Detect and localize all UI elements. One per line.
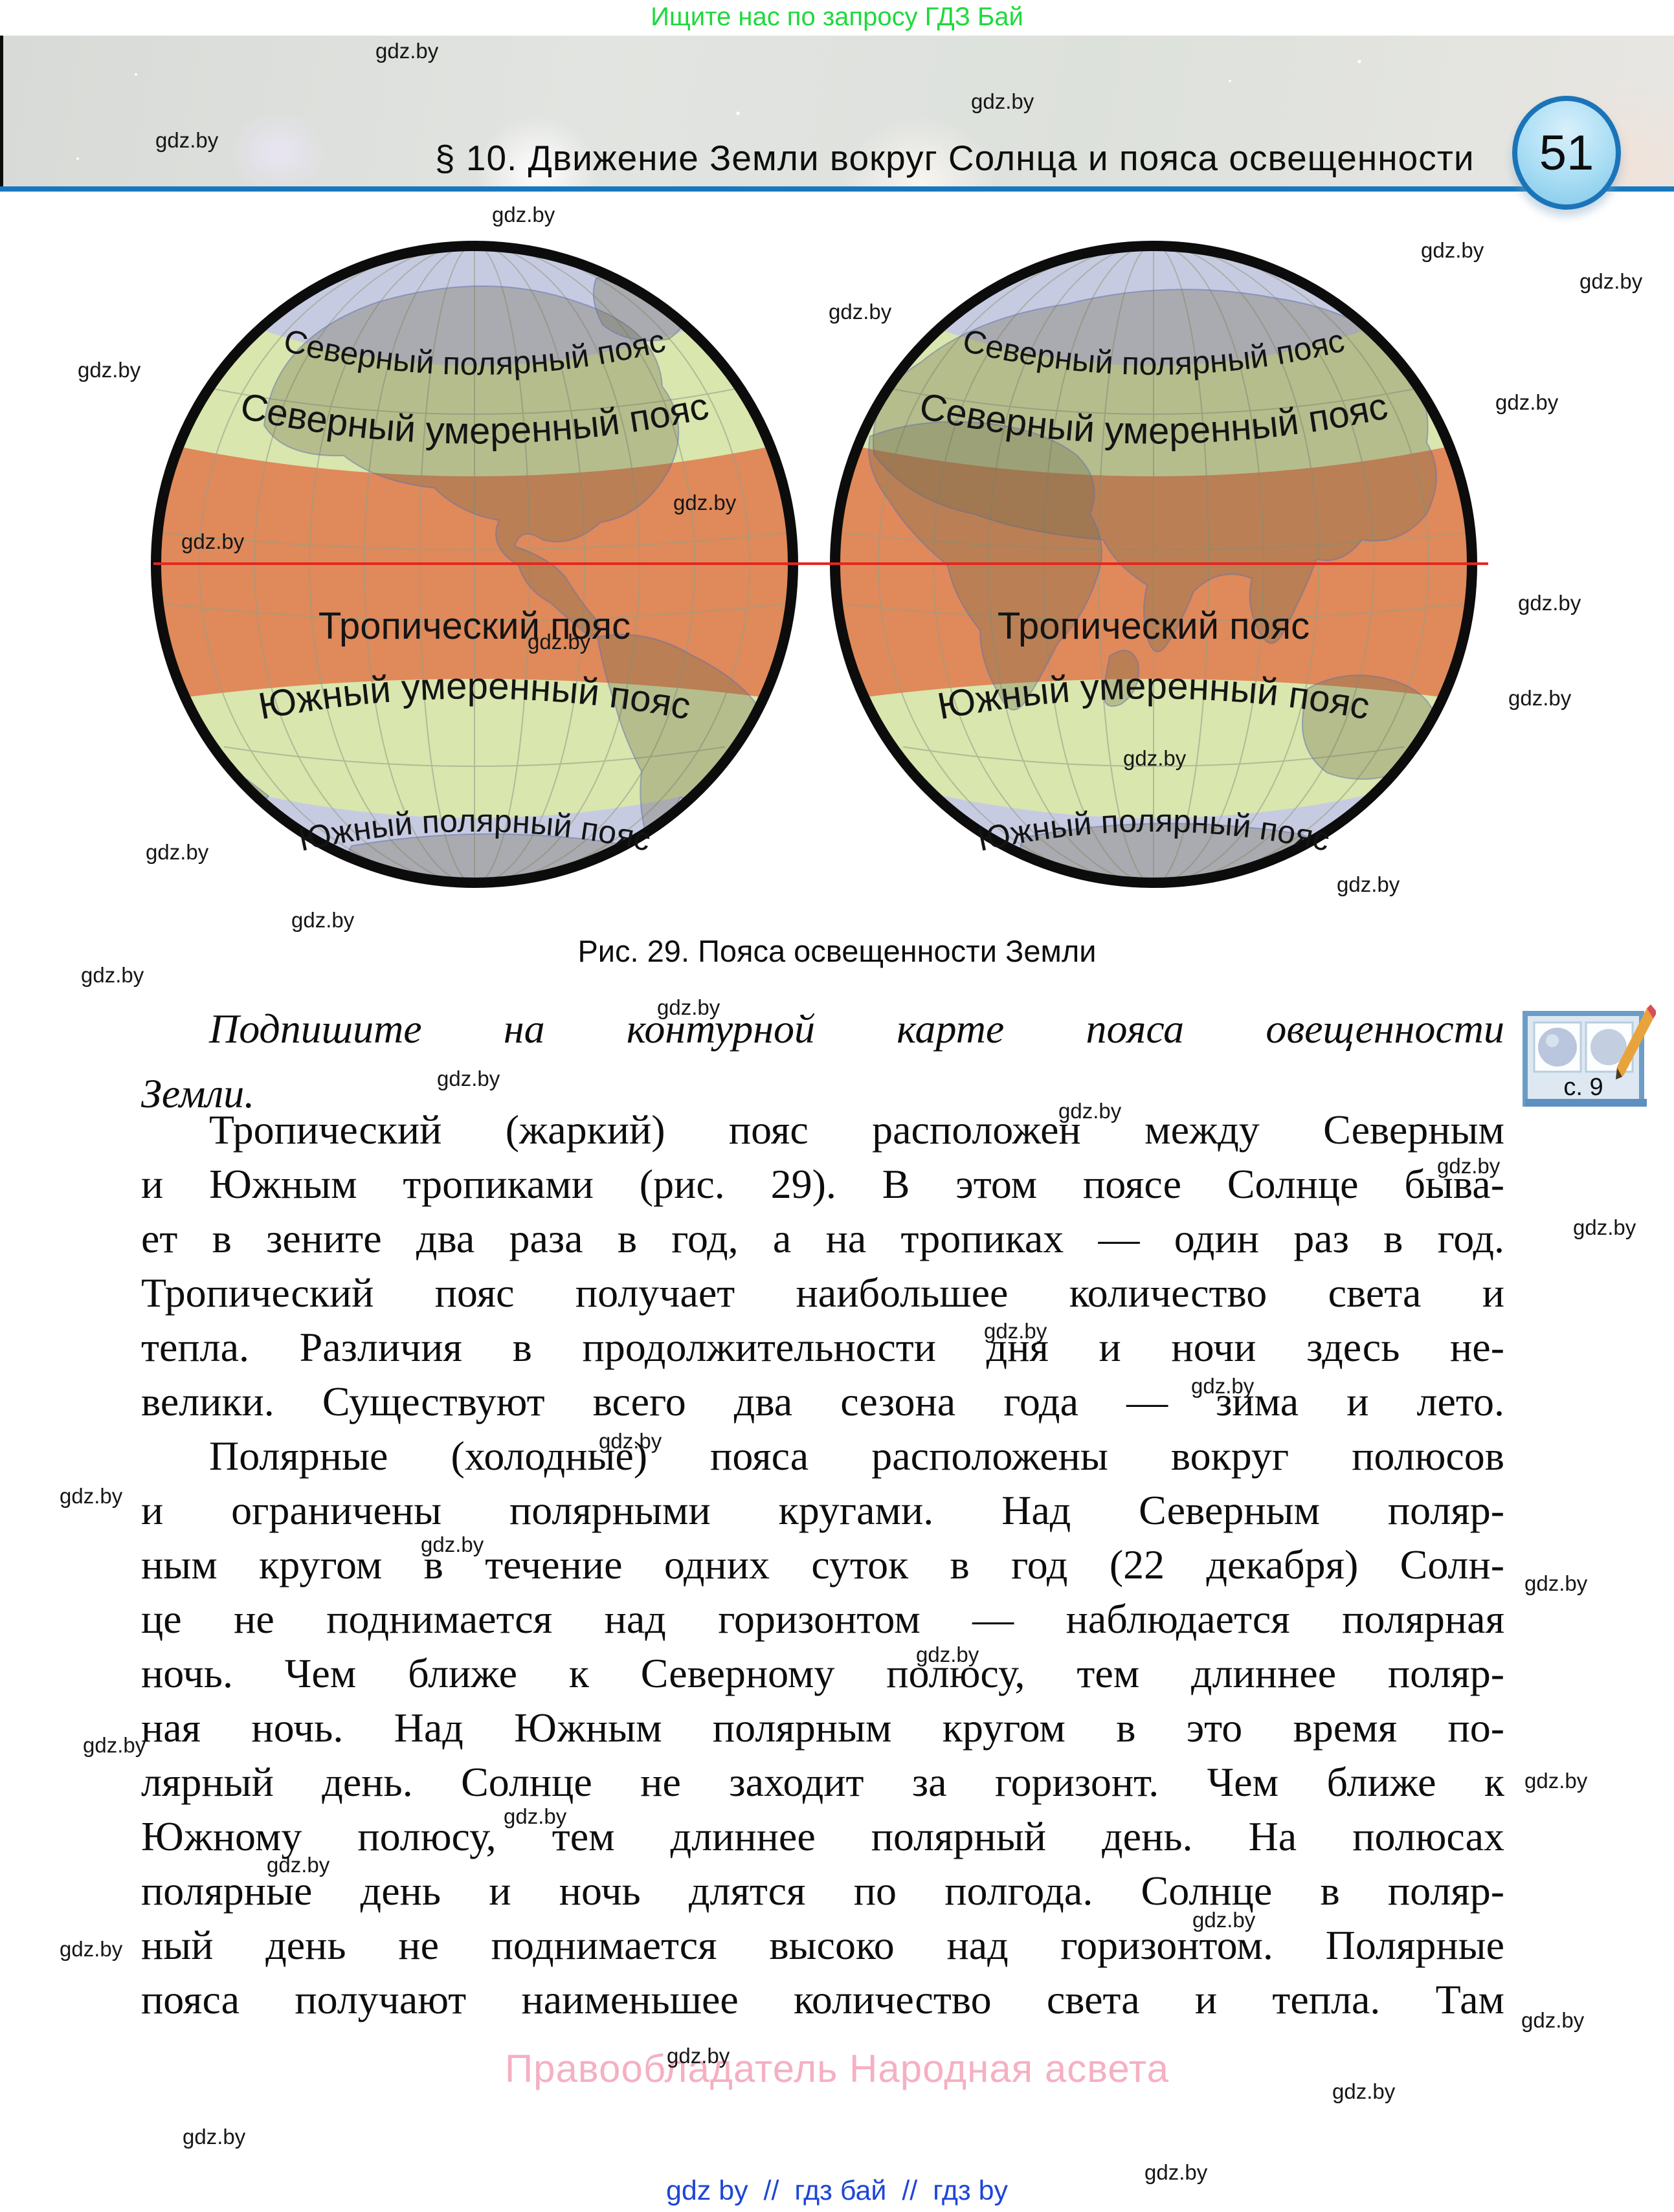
watermark: gdz.by <box>437 1067 500 1090</box>
page-number-badge: 51 <box>1512 96 1621 210</box>
watermark: gdz.by <box>1332 2079 1396 2103</box>
text-line: Тропический (жаркий) пояс расположен меж… <box>209 1107 1504 1153</box>
watermark: gdz.by <box>60 1937 123 1961</box>
watermark: gdz.by <box>146 840 209 864</box>
globe-drawing-icon <box>1538 1028 1577 1067</box>
watermark: gdz.by <box>657 995 720 1019</box>
watermark: gdz.by <box>267 1853 330 1877</box>
text-line: ет в зените два раза в год, а на тропика… <box>141 1215 1504 1261</box>
watermark: gdz.by <box>1192 1908 1256 1932</box>
watermark: gdz.by <box>829 300 892 324</box>
text-line: Земли. <box>141 1070 255 1116</box>
text-line: Полярные (холодные) пояса расположены во… <box>209 1433 1504 1479</box>
zone-label-tropical: Тропический пояс <box>998 605 1310 647</box>
watermark: gdz.by <box>504 1804 567 1828</box>
pencil-tip <box>1616 1068 1622 1079</box>
watermark: gdz.by <box>60 1484 123 1508</box>
text-line: Тропический пояс получает наибольшее кол… <box>141 1270 1504 1316</box>
watermark: gdz.by <box>1579 269 1643 293</box>
watermark: gdz.by <box>1144 2160 1208 2184</box>
text-line: Южному полюсу, тем длиннее полярный день… <box>141 1813 1504 1859</box>
watermark: gdz.by <box>81 963 144 987</box>
watermark: gdz.by <box>183 2125 246 2149</box>
text-line: ный день не поднимается высоко над гориз… <box>141 1922 1504 1968</box>
watermark: gdz.by <box>1421 238 1484 262</box>
equator-line <box>153 562 1488 565</box>
watermark: gdz.by <box>1508 686 1572 710</box>
globe-highlight <box>1546 1034 1559 1047</box>
watermark: gdz.by <box>599 1429 662 1453</box>
watermark: gdz.by <box>1521 2008 1585 2032</box>
watermark: gdz.by <box>181 529 245 553</box>
watermark: gdz.by <box>1524 1571 1588 1595</box>
text-line: ночь. Чем ближе к Северному полюсу, тем … <box>141 1650 1504 1696</box>
watermark: gdz.by <box>673 491 737 514</box>
pencil-eraser <box>1647 1004 1656 1019</box>
text-line: це не поднимается над горизонтом — наблю… <box>141 1596 1504 1642</box>
contour-map-reference: с. 9 <box>1523 1004 1656 1107</box>
page-header: § 10. Движение Земли вокруг Солнца и поя… <box>0 36 1674 186</box>
body-text: Тропический (жаркий) пояс расположен меж… <box>141 1103 1504 2027</box>
page-reference: с. 9 <box>1563 1074 1603 1101</box>
watermark: gdz.by <box>1337 872 1400 896</box>
watermark: gdz.by <box>1573 1215 1636 1239</box>
watermark: gdz.by <box>1058 1099 1122 1123</box>
header-divider <box>0 186 1674 192</box>
zone-label-tropical: Тропический пояс <box>318 605 631 647</box>
watermark: gdz.by <box>1191 1374 1255 1398</box>
footer-links[interactable]: gdz by // гдз бай // гдз by <box>665 2175 1009 2206</box>
watermark: gdz.by <box>492 203 555 227</box>
text-line: ная ночь. Над Южным полярным кругом в эт… <box>141 1705 1504 1751</box>
notebook-base <box>1525 1099 1647 1107</box>
text-line: и ограничены полярными кругами. Над Севе… <box>141 1487 1504 1533</box>
text-line: и Южным тропиками (рис. 29). В этом пояс… <box>141 1161 1504 1207</box>
watermark: gdz.by <box>1524 1769 1588 1793</box>
watermark: gdz.by <box>1518 591 1581 615</box>
watermark: gdz.by <box>375 39 439 63</box>
watermark: gdz.by <box>1495 390 1559 414</box>
globe-drawing-icon <box>1590 1029 1627 1065</box>
figure-caption: Рис. 29. Пояса освещенности Земли <box>577 934 1097 968</box>
watermark: gdz.by <box>1437 1154 1501 1178</box>
watermark: gdz.by <box>155 128 219 152</box>
continents-afro-eurasia <box>868 289 1438 883</box>
watermark: gdz.by <box>984 1319 1047 1343</box>
watermark: gdz.by <box>1123 746 1187 770</box>
watermark: gdz.by <box>528 630 591 654</box>
watermark: gdz.by <box>78 358 141 382</box>
text-line: ным кругом в течение одних суток в год (… <box>141 1542 1504 1587</box>
watermark: gdz.by <box>667 2044 730 2068</box>
text-line: тепла. Различия в продолжительности дня … <box>141 1324 1504 1370</box>
pencil-icon <box>1616 1008 1653 1079</box>
watermark: gdz.by <box>421 1532 484 1556</box>
text-line: полярные день и ночь длятся по полгода. … <box>141 1868 1504 1914</box>
promo-banner: Ищите нас по запросу ГДЗ Бай <box>651 3 1023 31</box>
watermark: gdz.by <box>83 1733 146 1757</box>
watermark: gdz.by <box>971 89 1034 113</box>
watermark: gdz.by <box>291 908 355 932</box>
text-line: велики. Существуют всего два сезона года… <box>141 1378 1504 1424</box>
watermark: gdz.by <box>916 1642 979 1666</box>
chapter-title: § 10. Движение Земли вокруг Солнца и поя… <box>435 138 1475 178</box>
copyright-text: Правообладатель Народная асвета <box>505 2047 1169 2090</box>
text-line: лярный день. Солнце не заходит за горизо… <box>141 1759 1504 1805</box>
task-text: Подпишите на контурной карте пояса овеще… <box>141 997 1504 1126</box>
text-line: пояса получают наименьшее количество све… <box>141 1976 1504 2022</box>
text-line: Подпишите на контурной карте пояса овеще… <box>209 1006 1504 1052</box>
page-number: 51 <box>1539 125 1594 181</box>
